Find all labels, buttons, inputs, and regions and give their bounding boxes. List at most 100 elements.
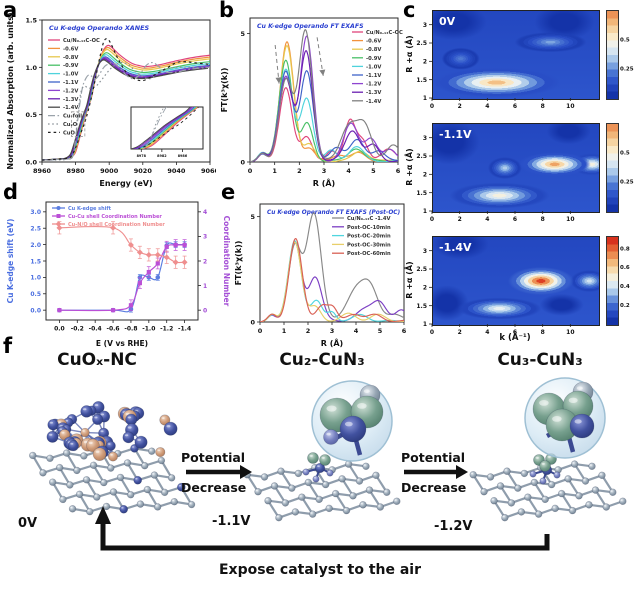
svg-text:3: 3 xyxy=(203,234,207,241)
svg-text:Coordination Number: Coordination Number xyxy=(222,216,230,307)
svg-text:2: 2 xyxy=(458,329,462,336)
svg-text:-0.6: -0.6 xyxy=(106,326,119,333)
svg-text:2: 2 xyxy=(458,216,462,223)
panel-label-d: d xyxy=(3,180,19,204)
svg-text:-1.4: -1.4 xyxy=(178,326,191,333)
graphene-sheet xyxy=(469,460,627,522)
svg-text:-0.9V: -0.9V xyxy=(366,56,381,62)
svg-text:9040: 9040 xyxy=(167,167,186,175)
svg-text:-0.6V: -0.6V xyxy=(366,39,381,45)
wavelet-heatmap xyxy=(432,10,600,100)
arrow1-label-potential: Potential xyxy=(181,450,246,465)
svg-text:Post-OC-10min: Post-OC-10min xyxy=(347,225,391,231)
svg-text:0: 0 xyxy=(430,103,434,110)
ft-exafs-chart: 0 1 2 3 4 5 6 0 5 R (Å) FT(k³χ(k)) Cu K-edge Operan… xyxy=(218,4,404,190)
legend-item: -0.9V xyxy=(48,63,78,69)
cu2-site xyxy=(302,452,334,483)
panel-label-a: a xyxy=(3,0,18,22)
svg-text:1: 1 xyxy=(423,208,427,215)
wavelet-transform-panels: 0V 1 1.5 2 2.5 3 0 2 4 6 8 10 0.5 0.25 R +α (Å) -1.1V 1 1… xyxy=(402,4,640,348)
svg-text:8978: 8978 xyxy=(137,154,147,158)
svg-text:Cu-N/O shell Coordination Numb: Cu-N/O shell Coordination Number xyxy=(68,222,165,228)
b-svg: 0 1 2 3 4 5 6 0 5 R (Å) FT(k³χ(k)) Cu K-edge Operan… xyxy=(220,17,403,188)
svg-text:-0.8: -0.8 xyxy=(124,326,137,333)
structure-label-cu2-cun3: Cu₂-CuN₃ xyxy=(279,350,365,370)
svg-text:4: 4 xyxy=(346,167,351,175)
svg-text:0: 0 xyxy=(430,216,434,223)
svg-text:1.5: 1.5 xyxy=(30,258,41,265)
svg-text:2.5: 2.5 xyxy=(416,266,427,273)
svg-text:FT(k³χ(k)): FT(k³χ(k)) xyxy=(234,241,243,286)
svg-text:k (Å⁻¹): k (Å⁻¹) xyxy=(499,332,530,342)
svg-text:5: 5 xyxy=(240,30,245,38)
svg-text:0.5: 0.5 xyxy=(620,37,630,43)
legend-item: Cu-N/O shell Coordination Number xyxy=(52,221,165,228)
voltage-label-0v: 0V xyxy=(18,516,38,531)
svg-text:6: 6 xyxy=(396,167,401,175)
xanes-edge-inset: 8978 8982 8986 xyxy=(128,104,206,158)
svg-text:-0.4: -0.4 xyxy=(89,326,102,333)
svg-text:-0.8V: -0.8V xyxy=(366,47,381,53)
svg-text:1: 1 xyxy=(203,283,207,290)
svg-text:R (Å): R (Å) xyxy=(313,178,335,188)
svg-text:0.0: 0.0 xyxy=(25,158,37,166)
colorbar xyxy=(606,236,619,326)
svg-text:0.8: 0.8 xyxy=(620,246,630,252)
svg-text:5: 5 xyxy=(250,213,255,221)
svg-text:-0.9V: -0.9V xyxy=(63,63,78,69)
panel-label-c: c xyxy=(403,0,416,22)
svg-text:4: 4 xyxy=(485,103,489,110)
svg-text:0: 0 xyxy=(240,158,245,166)
legend-item: Post-OC-60min xyxy=(332,251,391,257)
svg-text:2: 2 xyxy=(306,327,311,335)
legend-item: -0.8V xyxy=(352,47,381,53)
edge-shift-coordination-chart: 0.0 -0.2 -0.4 -0.6 -0.8 -1.0 -1.2 -1.4 0.0 0.5 1.0… xyxy=(4,190,231,350)
svg-text:R (Å): R (Å) xyxy=(321,338,343,348)
svg-text:2: 2 xyxy=(297,167,302,175)
svg-text:-0.6V: -0.6V xyxy=(63,46,78,52)
e-svg: 0 1 2 3 4 5 6 0 5 R (Å) FT(k³χ(k)) Cu K-edge Operan… xyxy=(234,203,407,348)
svg-text:4: 4 xyxy=(485,216,489,223)
svg-text:10: 10 xyxy=(566,329,574,336)
legend-item: Cu-Cu shell Coordination Number xyxy=(52,214,162,220)
svg-text:8980: 8980 xyxy=(67,167,86,175)
panel-label-f: f xyxy=(3,334,13,358)
svg-text:10: 10 xyxy=(566,103,574,110)
svg-text:-1.3V: -1.3V xyxy=(63,97,78,103)
svg-text:Cu₂O: Cu₂O xyxy=(63,122,78,128)
legend-item: Cu-foil xyxy=(48,114,82,120)
svg-text:R +α (Å): R +α (Å) xyxy=(404,35,414,72)
svg-text:CuO: CuO xyxy=(63,130,76,136)
legend-item: -1.3V xyxy=(352,90,381,96)
panel-label-b: b xyxy=(219,0,235,22)
svg-text:0.2: 0.2 xyxy=(620,303,630,309)
svg-text:-1.2: -1.2 xyxy=(160,326,173,333)
legend-item: Post-OC-10min xyxy=(332,225,391,231)
cu3-site xyxy=(529,453,561,485)
svg-text:8: 8 xyxy=(541,216,545,223)
svg-text:Cu K-edge shift: Cu K-edge shift xyxy=(68,206,112,212)
panel-label-e: e xyxy=(221,180,236,204)
svg-text:1: 1 xyxy=(282,327,287,335)
svg-text:E (V vs RHE): E (V vs RHE) xyxy=(96,339,148,348)
svg-text:Energy (eV): Energy (eV) xyxy=(99,179,152,188)
svg-text:0.5: 0.5 xyxy=(30,291,41,298)
svg-text:-1.3V: -1.3V xyxy=(366,90,381,96)
svg-text:0: 0 xyxy=(248,167,253,175)
legend-item: Cu₂O xyxy=(48,122,78,128)
svg-text:-0.2: -0.2 xyxy=(71,326,84,333)
structure-label-cuox-nc: CuOₓ-NC xyxy=(57,350,137,370)
svg-text:2: 2 xyxy=(423,59,427,66)
legend-item: -1.2V xyxy=(48,88,78,94)
svg-text:R +α (Å): R +α (Å) xyxy=(404,148,414,185)
svg-text:3: 3 xyxy=(423,248,427,255)
svg-text:Normalized Absorption (arb. un: Normalized Absorption (arb. units) xyxy=(6,12,15,169)
legend-item: -0.6V xyxy=(48,46,78,52)
legend-item: Cu K-edge shift xyxy=(52,206,112,212)
svg-text:8986: 8986 xyxy=(178,154,188,158)
colorbar xyxy=(606,10,619,100)
svg-text:1.0: 1.0 xyxy=(30,275,41,282)
svg-text:Post-OC-60min: Post-OC-60min xyxy=(347,251,391,257)
